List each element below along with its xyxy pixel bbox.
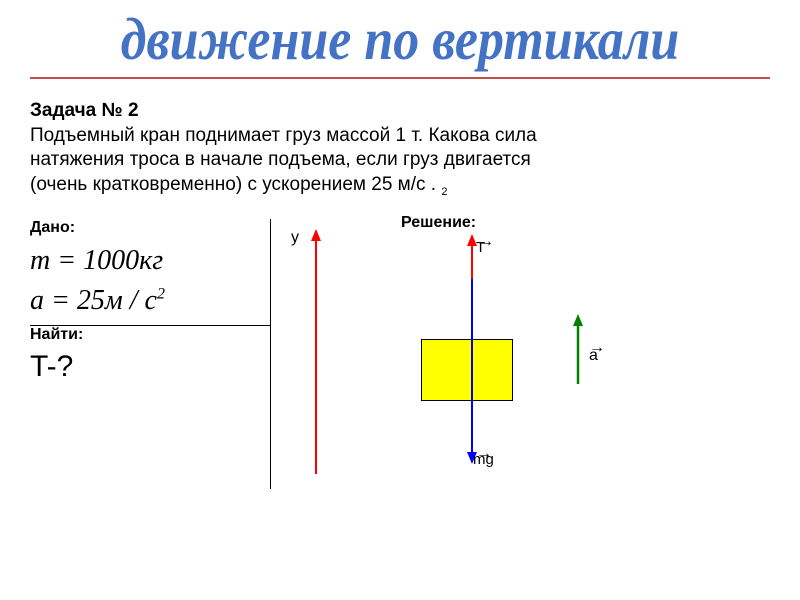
solution-label: Решение: [401, 214, 476, 232]
accel-formula: a = 25м / с2 [30, 285, 260, 317]
page-title: движение по вертикали [0, 0, 800, 74]
problem-line3: (очень кратковременно) с ускорением 25 м… [30, 174, 436, 195]
given-column: Дано: m = 1000кг a = 25м / с2 Найти: T-? [30, 219, 271, 489]
given-label: Дано: [30, 219, 260, 237]
exponent-marker: 2 [441, 186, 447, 198]
acceleration-label: a [589, 347, 598, 365]
solution-columns: Дано: m = 1000кг a = 25м / с2 Найти: T-?… [30, 219, 800, 489]
problem-statement: Задача № 2 Подъемный кран поднимает груз… [30, 99, 770, 199]
problem-line2: натяжения троса в начале подъема, если г… [30, 149, 531, 170]
diagram-area: у Решение: → T → mg → a [271, 219, 800, 489]
find-value: T-? [30, 350, 260, 384]
mass-formula: m = 1000кг [30, 245, 260, 277]
y-axis-arrow [306, 229, 326, 474]
title-underline [30, 77, 770, 79]
gravity-label: mg [473, 451, 494, 468]
find-label: Найти: [30, 326, 260, 344]
y-axis-label: у [291, 229, 299, 247]
gravity-arrow [465, 279, 479, 464]
problem-line1: Подъемный кран поднимает груз массой 1 т… [30, 125, 537, 146]
tension-label: T [476, 239, 485, 256]
problem-number: Задача № 2 [30, 100, 139, 121]
acceleration-arrow [571, 314, 585, 384]
